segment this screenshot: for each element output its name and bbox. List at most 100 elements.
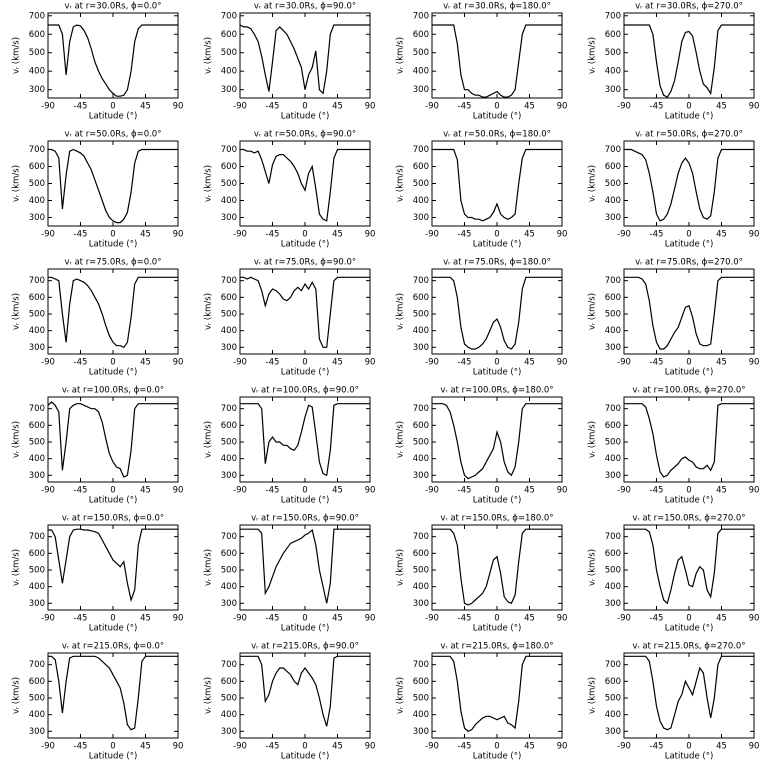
y-tick-label: 500 xyxy=(605,694,621,704)
y-tick-label: 400 xyxy=(605,196,621,206)
y-axis-label: vᵣ (km/s) xyxy=(204,293,214,330)
data-line xyxy=(240,276,370,348)
x-tick-label: -90 xyxy=(425,358,439,368)
panel-title: vᵣ at r=75.0Rs, ϕ=180.0° xyxy=(443,258,551,268)
x-tick-label: 0 xyxy=(686,614,691,624)
data-line xyxy=(240,655,370,727)
y-tick-label: 400 xyxy=(605,326,621,336)
y-tick-label: 600 xyxy=(413,549,429,559)
x-tick-label: 45 xyxy=(524,614,535,624)
panel-title: vᵣ at r=50.0Rs, ϕ=0.0° xyxy=(65,130,162,140)
y-tick-label: 400 xyxy=(413,454,429,464)
plot-frame xyxy=(47,140,179,227)
panel: vᵣ at r=75.0Rs, ϕ=180.0° -90 -45 0 45 90 300 40… xyxy=(396,258,568,378)
panel-title: vᵣ at r=100.0Rs, ϕ=90.0° xyxy=(251,386,359,396)
y-tick-label: 400 xyxy=(413,67,429,77)
x-tick-label: 45 xyxy=(524,486,535,496)
x-tick-label: -90 xyxy=(233,102,247,112)
panel: vᵣ at r=100.0Rs, ϕ=90.0° -90 -45 0 45 90 300 40… xyxy=(204,386,376,506)
x-axis-label: Latitude (°) xyxy=(665,112,714,122)
y-tick-label: 700 xyxy=(221,276,237,286)
y-tick-label: 500 xyxy=(605,310,621,320)
y-axis-label: vᵣ (km/s) xyxy=(588,293,598,330)
x-tick-label: 0 xyxy=(494,614,499,624)
data-line xyxy=(624,655,754,731)
y-tick-label: 600 xyxy=(413,421,429,431)
y-tick-label: 400 xyxy=(29,582,45,592)
x-axis-label: Latitude (°) xyxy=(473,240,522,250)
panel: vᵣ at r=100.0Rs, ϕ=270.0° -90 -45 0 45 90 300 4… xyxy=(588,386,760,506)
x-tick-label: -90 xyxy=(425,614,439,624)
x-tick-label: 0 xyxy=(686,742,691,752)
y-tick-label: 700 xyxy=(29,276,45,286)
y-tick-label: 700 xyxy=(413,532,429,542)
y-tick-label: 400 xyxy=(221,454,237,464)
y-tick-label: 400 xyxy=(221,582,237,592)
data-line xyxy=(624,148,754,222)
x-tick-label: 90 xyxy=(173,102,184,112)
y-tick-label: 500 xyxy=(29,566,45,576)
x-tick-label: 0 xyxy=(302,102,307,112)
panel-title: vᵣ at r=30.0Rs, ϕ=90.0° xyxy=(254,2,356,12)
y-tick-label: 300 xyxy=(29,213,45,223)
y-tick-label: 300 xyxy=(221,213,237,223)
y-tick-label: 300 xyxy=(413,727,429,737)
y-tick-label: 600 xyxy=(413,293,429,303)
x-tick-label: 90 xyxy=(557,742,568,752)
x-tick-label: 90 xyxy=(749,614,760,624)
y-tick-label: 400 xyxy=(29,67,45,77)
x-tick-label: -45 xyxy=(650,102,664,112)
x-tick-label: 90 xyxy=(365,486,376,496)
y-tick-label: 300 xyxy=(413,343,429,353)
panel: vᵣ at r=215.0Rs, ϕ=270.0° -90 -45 0 45 90 300 4… xyxy=(588,642,760,762)
plot-frame xyxy=(47,524,179,611)
plot-frame xyxy=(47,652,179,739)
x-tick-label: 0 xyxy=(686,358,691,368)
x-tick-label: -90 xyxy=(41,358,55,368)
data-line xyxy=(624,24,754,98)
x-tick-label: -45 xyxy=(266,230,280,240)
x-tick-label: -45 xyxy=(458,358,472,368)
y-tick-label: 700 xyxy=(413,404,429,414)
x-tick-label: -90 xyxy=(617,230,631,240)
panel: vᵣ at r=50.0Rs, ϕ=0.0° -90 -45 0 45 90 300 400 5… xyxy=(12,130,184,250)
y-tick-label: 500 xyxy=(605,48,621,58)
x-tick-label: 0 xyxy=(110,358,115,368)
plot-frame xyxy=(623,12,755,99)
panel: vᵣ at r=50.0Rs, ϕ=270.0° -90 -45 0 45 90 300 40… xyxy=(588,130,760,250)
y-tick-label: 600 xyxy=(221,162,237,172)
y-tick-label: 500 xyxy=(413,310,429,320)
y-tick-label: 400 xyxy=(605,582,621,592)
y-tick-label: 500 xyxy=(221,566,237,576)
x-tick-label: 90 xyxy=(749,742,760,752)
x-tick-label: 0 xyxy=(110,614,115,624)
x-tick-label: -45 xyxy=(266,358,280,368)
y-axis-label: vᵣ (km/s) xyxy=(396,677,406,714)
data-line xyxy=(48,528,178,603)
plot-frame xyxy=(623,652,755,739)
y-tick-label: 500 xyxy=(29,310,45,320)
x-tick-label: 0 xyxy=(686,486,691,496)
x-axis-label: Latitude (°) xyxy=(89,752,138,762)
y-tick-label: 500 xyxy=(221,310,237,320)
plot-frame xyxy=(47,12,179,99)
x-tick-label: 90 xyxy=(173,230,184,240)
x-axis-label: Latitude (°) xyxy=(665,496,714,506)
y-tick-label: 600 xyxy=(29,677,45,687)
data-line xyxy=(48,276,178,349)
data-line xyxy=(432,148,562,222)
x-tick-label: 0 xyxy=(686,102,691,112)
y-tick-label: 500 xyxy=(221,694,237,704)
x-axis-label: Latitude (°) xyxy=(665,240,714,250)
x-tick-label: 90 xyxy=(749,358,760,368)
data-line xyxy=(48,655,178,731)
panel-title: vᵣ at r=100.0Rs, ϕ=270.0° xyxy=(632,386,745,396)
x-tick-label: -90 xyxy=(425,230,439,240)
y-tick-label: 500 xyxy=(29,694,45,704)
y-axis-label: vᵣ (km/s) xyxy=(204,37,214,74)
y-tick-label: 300 xyxy=(413,213,429,223)
x-tick-label: -45 xyxy=(266,742,280,752)
x-tick-label: -45 xyxy=(458,486,472,496)
panel-title: vᵣ at r=50.0Rs, ϕ=90.0° xyxy=(254,130,356,140)
y-tick-label: 500 xyxy=(221,438,237,448)
